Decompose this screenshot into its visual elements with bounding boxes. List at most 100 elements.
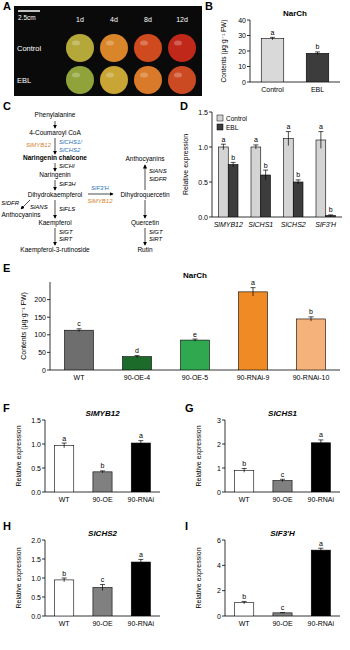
error-line [265,170,266,180]
significance-letter: b [309,308,313,315]
error-bar [193,339,198,341]
y-tick [42,420,45,421]
tomato [100,66,128,94]
x-tick-label: 90-RNAi-9 [237,374,270,381]
pathway-arrow [145,165,146,190]
pathway-arrow [88,194,113,195]
bar [306,53,329,82]
error-cap [315,51,320,52]
bar [131,443,150,492]
x-tick-label: Control [261,86,284,93]
gene-label: SlCHI [59,163,75,169]
y-axis [250,20,251,82]
error-line [253,288,254,296]
y-tick [47,317,50,318]
y-axis [225,540,226,616]
error-bar [280,479,285,481]
y-tick-label: 30 [238,32,246,39]
error-cap [135,355,140,356]
y-axis [212,112,213,217]
y-tick-label: 0 [242,79,246,86]
legend-swatch [217,124,223,130]
error-cap [251,287,256,288]
error-bar [221,144,226,150]
chart-title: SlF3'H [270,529,295,538]
error-cap [296,179,301,180]
y-tick-label: 0.0 [31,489,41,496]
error-bar [62,578,67,582]
gene-label: SlRT [59,236,74,242]
chart-title: NarCh [283,9,307,18]
x-tick-label: 90-OE [92,620,113,627]
y-axis [225,420,226,492]
marks [65,288,326,370]
error-cap [318,439,323,440]
gene-label: SlRT [149,236,164,242]
bar [123,357,152,370]
legend-label: EBL [226,124,239,131]
x-tick-label: SlCHS1 [248,221,273,228]
y-tick-label: 2.0 [31,537,41,544]
photo-background [14,6,202,96]
error-bar [251,288,256,296]
error-cap [231,162,236,163]
bar [235,470,254,492]
x-tick-label: WT [59,620,71,627]
day-label: 8d [144,16,152,23]
x-tick-label: 90-RNAi [308,496,335,503]
y-tick [209,112,212,113]
error-cap [221,144,226,145]
x-tick-label: WT [239,620,251,627]
y-tick-label: 40 [238,17,246,24]
error-cap [318,131,323,132]
y-tick [209,182,212,183]
significance-letter: b [242,460,246,467]
compound-label: Naringenin [39,171,71,179]
error-bar [328,215,333,216]
chart-title: NarCh [183,271,207,280]
day-label: 1d [76,16,84,23]
chart: 0.00.51.01.52.0SlCHS2Relative expression… [15,529,160,627]
y-tick-label: 1.0 [31,575,41,582]
bar [273,480,292,492]
error-bar [100,471,105,473]
error-cap [100,470,105,471]
error-cap [77,328,82,329]
error-cap [328,214,333,215]
tomato-highlight [106,73,114,78]
bar [219,147,229,217]
tomato-highlight [72,41,80,46]
tomato [168,66,196,94]
x-tick-label: SlF3'H [315,221,337,228]
significance-letter: a [62,435,66,442]
significance-letter: a [221,136,225,143]
marks [55,441,151,492]
pathway-arrow [55,163,56,171]
panel-letter: D [180,100,188,112]
error-line [320,440,321,446]
error-cap [253,144,258,145]
error-bar [318,132,323,149]
compound-label: Anthocyanins [125,155,165,163]
x-tick-label: 90-OE-5 [182,374,209,381]
y-axis-label: Relative expression [182,134,190,195]
pathway-arrow [21,200,30,209]
tomato-highlight [106,41,114,46]
y-tick [247,66,250,67]
tomato-highlight [140,73,148,78]
marks [55,559,151,616]
bar [65,330,94,370]
x-tick-label: WT [74,374,86,381]
bar [311,550,330,616]
compound-label: Rutin [137,246,153,253]
gene-label: SlMYB12 [87,198,113,204]
chart-title: SlMYB12 [85,409,120,418]
bar [261,175,271,217]
y-tick [42,468,45,469]
bar [316,140,326,217]
gene-label: SlANS [30,204,48,210]
bar [181,340,210,370]
y-tick-label: 200 [34,296,46,303]
error-bar [309,317,314,321]
significance-letter: b [101,462,105,469]
